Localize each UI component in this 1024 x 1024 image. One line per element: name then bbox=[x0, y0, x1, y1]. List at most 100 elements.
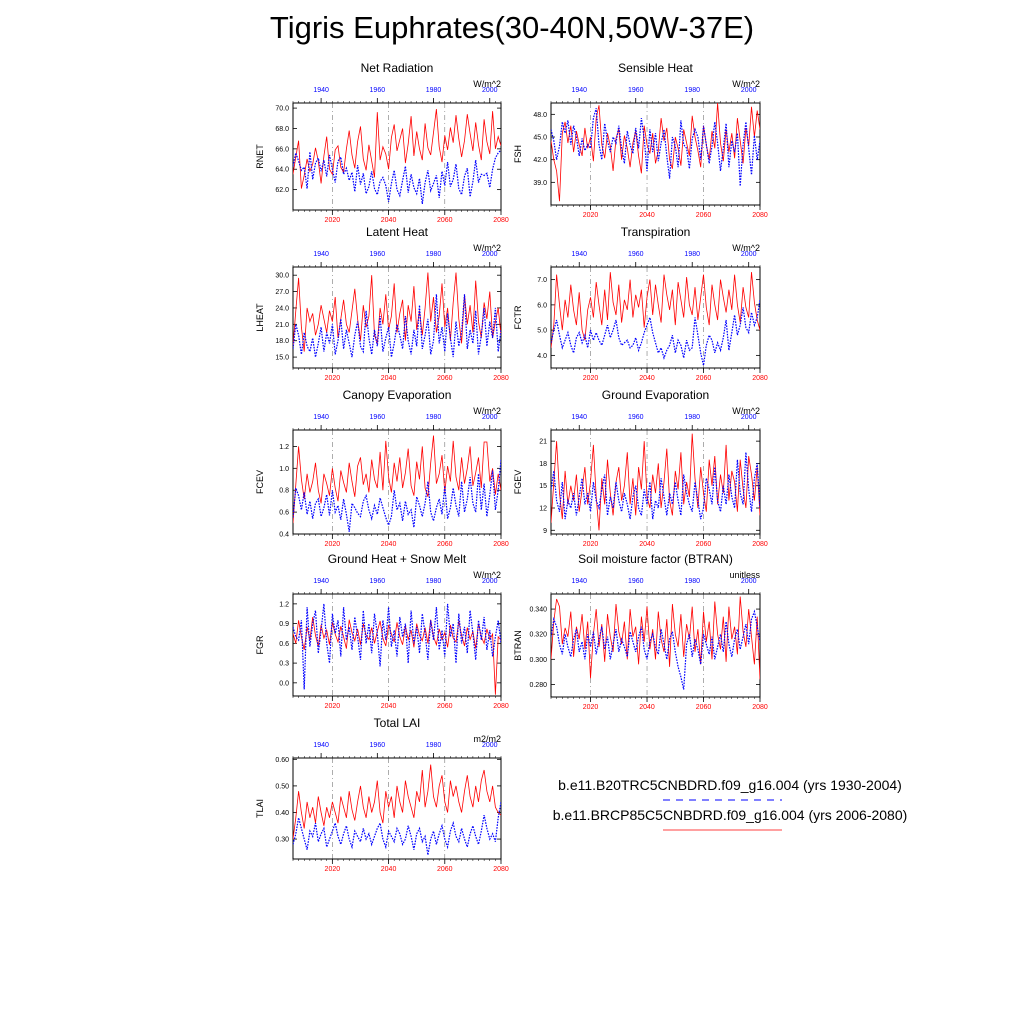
y-tick-label: 0.340 bbox=[529, 607, 547, 614]
y-axis-label: RNET bbox=[255, 144, 265, 169]
x-tick-label: 2060 bbox=[437, 866, 453, 873]
units-label: W/m^2 bbox=[473, 79, 501, 89]
chart-panel-5: Canopy Evaporation W/m^2 FCEV 0.4 0.6 0.8 1.0 1… bbox=[255, 388, 509, 548]
x-tick-label: 2040 bbox=[639, 541, 655, 548]
x-top-tick-label: 2000 bbox=[482, 578, 498, 585]
y-tick-label: 1.2 bbox=[279, 601, 289, 608]
y-tick-label: 9 bbox=[543, 528, 547, 535]
x-tick-label: 2040 bbox=[381, 375, 397, 382]
x-tick-label: 2060 bbox=[696, 704, 712, 711]
x-top-tick-label: 1980 bbox=[684, 87, 700, 94]
x-top-tick-label: 1980 bbox=[426, 578, 442, 585]
y-axis-label: BTRAN bbox=[513, 630, 523, 661]
y-tick-label: 42.0 bbox=[533, 157, 547, 164]
y-tick-label: 0.0 bbox=[279, 680, 289, 687]
x-top-tick-label: 1980 bbox=[426, 87, 442, 94]
x-tick-label: 2040 bbox=[381, 541, 397, 548]
y-tick-label: 12 bbox=[539, 506, 547, 513]
plot-frame bbox=[292, 429, 502, 535]
units-label: unitless bbox=[729, 570, 760, 580]
y-tick-label: 45.0 bbox=[533, 135, 547, 142]
y-tick-label: 21 bbox=[539, 439, 547, 446]
x-top-tick-label: 2000 bbox=[482, 251, 498, 258]
x-tick-label: 2020 bbox=[325, 866, 341, 873]
chart-panel-6: Ground Evaporation W/m^2 FGEV 9 12 15 18 21 2020… bbox=[513, 388, 768, 548]
y-axis-label: TLAI bbox=[255, 799, 265, 818]
y-tick-label: 15.0 bbox=[275, 355, 289, 362]
x-top-tick-label: 1980 bbox=[426, 742, 442, 749]
units-label: W/m^2 bbox=[732, 79, 760, 89]
y-tick-label: 0.40 bbox=[275, 810, 289, 817]
chart-panel-8: Soil moisture factor (BTRAN) unitless BTRA… bbox=[513, 552, 768, 711]
x-tick-label: 2020 bbox=[583, 541, 599, 548]
chart-panel-3: Latent Heat W/m^2 LHEAT 15.0 18.0 21.0 24.0 27.… bbox=[255, 225, 509, 382]
y-tick-label: 64.0 bbox=[275, 167, 289, 174]
chart-title: Total LAI bbox=[374, 716, 421, 730]
main-title: Tigris Euphrates(30-40N,50W-37E) bbox=[269, 10, 755, 45]
x-tick-label: 2080 bbox=[752, 375, 768, 382]
x-top-tick-label: 1960 bbox=[628, 251, 644, 258]
x-tick-label: 2080 bbox=[752, 212, 768, 219]
x-top-tick-label: 1960 bbox=[628, 578, 644, 585]
x-tick-label: 2080 bbox=[752, 704, 768, 711]
y-tick-label: 0.3 bbox=[279, 661, 289, 668]
y-tick-label: 1.0 bbox=[279, 466, 289, 473]
y-tick-label: 0.4 bbox=[279, 532, 289, 539]
chart-panel-4: Transpiration W/m^2 FCTR 4.0 5.0 6.0 7.0 2020 20… bbox=[513, 225, 768, 382]
y-tick-label: 30.0 bbox=[275, 273, 289, 280]
x-tick-label: 2020 bbox=[325, 541, 341, 548]
x-top-tick-label: 1940 bbox=[571, 87, 587, 94]
x-top-tick-label: 1960 bbox=[370, 251, 386, 258]
chart-title: Ground Evaporation bbox=[602, 388, 709, 402]
y-tick-label: 7.0 bbox=[537, 277, 547, 284]
series-line-future bbox=[293, 272, 501, 352]
x-top-tick-label: 1940 bbox=[313, 87, 329, 94]
x-top-tick-label: 2000 bbox=[482, 742, 498, 749]
x-tick-label: 2080 bbox=[493, 375, 509, 382]
y-tick-label: 0.8 bbox=[279, 488, 289, 495]
series-line-historical bbox=[293, 459, 501, 532]
x-tick-label: 2080 bbox=[493, 703, 509, 710]
x-tick-label: 2060 bbox=[696, 541, 712, 548]
x-tick-label: 2080 bbox=[493, 217, 509, 224]
plot-frame bbox=[550, 102, 761, 206]
y-tick-label: 39.0 bbox=[533, 180, 547, 187]
series-line-future bbox=[551, 433, 760, 531]
plot-frame bbox=[550, 266, 761, 369]
y-tick-label: 18.0 bbox=[275, 338, 289, 345]
x-top-tick-label: 2000 bbox=[741, 578, 757, 585]
x-tick-label: 2020 bbox=[325, 375, 341, 382]
x-tick-label: 2040 bbox=[381, 866, 397, 873]
chart-title: Sensible Heat bbox=[618, 61, 693, 75]
series-line-historical bbox=[293, 149, 501, 204]
plot-frame bbox=[550, 593, 761, 698]
y-tick-label: 24.0 bbox=[275, 305, 289, 312]
x-top-tick-label: 1940 bbox=[313, 414, 329, 421]
plot-frame bbox=[292, 266, 502, 369]
x-top-tick-label: 1980 bbox=[684, 578, 700, 585]
x-top-tick-label: 2000 bbox=[482, 414, 498, 421]
x-top-tick-label: 1960 bbox=[370, 414, 386, 421]
plot-frame bbox=[292, 102, 502, 211]
y-axis-label: FGR bbox=[255, 635, 265, 654]
x-tick-label: 2080 bbox=[493, 866, 509, 873]
series-line-future bbox=[551, 596, 760, 680]
y-axis-label: FGEV bbox=[513, 470, 523, 495]
plot-frame bbox=[292, 757, 502, 860]
y-tick-label: 0.50 bbox=[275, 783, 289, 790]
y-tick-label: 0.30 bbox=[275, 837, 289, 844]
x-tick-label: 2040 bbox=[639, 375, 655, 382]
series-line-historical bbox=[551, 108, 760, 187]
series-line-historical bbox=[551, 609, 760, 690]
x-top-tick-label: 1960 bbox=[370, 742, 386, 749]
y-tick-label: 70.0 bbox=[275, 106, 289, 113]
chart-title: Latent Heat bbox=[366, 225, 429, 239]
chart-title: Soil moisture factor (BTRAN) bbox=[578, 552, 733, 566]
x-tick-label: 2080 bbox=[752, 541, 768, 548]
x-tick-label: 2060 bbox=[437, 703, 453, 710]
x-tick-label: 2060 bbox=[696, 212, 712, 219]
units-label: W/m^2 bbox=[473, 406, 501, 416]
y-axis-label: FCTR bbox=[513, 305, 523, 329]
series-line-future bbox=[551, 272, 760, 348]
series-line-future bbox=[293, 435, 501, 524]
